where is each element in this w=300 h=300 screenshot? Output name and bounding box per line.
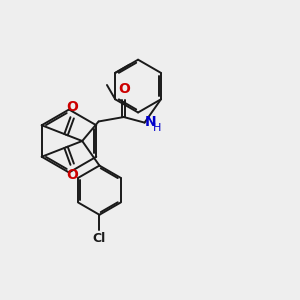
Text: O: O bbox=[118, 82, 130, 96]
Text: O: O bbox=[66, 100, 78, 114]
Text: O: O bbox=[66, 168, 78, 182]
Text: Cl: Cl bbox=[93, 232, 106, 245]
Text: H: H bbox=[153, 123, 161, 133]
Text: N: N bbox=[145, 115, 157, 129]
